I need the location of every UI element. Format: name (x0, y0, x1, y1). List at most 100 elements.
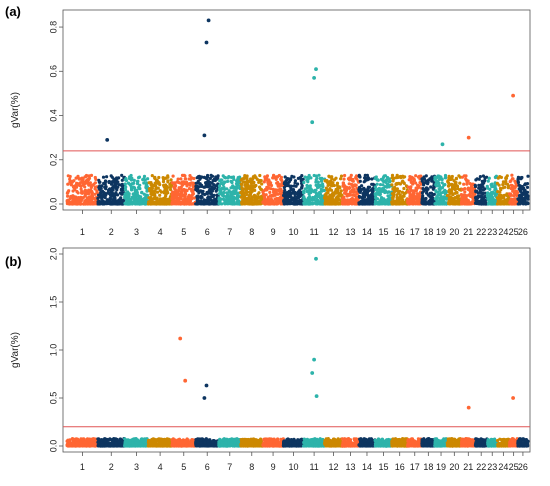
data-point (378, 192, 382, 196)
data-point (263, 178, 267, 182)
data-point (266, 181, 270, 185)
data-point (140, 191, 144, 195)
data-point (271, 187, 275, 191)
data-point (377, 201, 381, 206)
data-point (446, 194, 450, 198)
data-point (410, 201, 414, 205)
data-point (93, 185, 97, 189)
data-point (81, 177, 85, 181)
data-point (111, 200, 115, 204)
y-tick-label: 0.5 (48, 392, 58, 405)
data-point (439, 194, 443, 198)
data-point (358, 174, 362, 178)
data-point (335, 181, 340, 185)
data-point (483, 176, 487, 180)
data-point (195, 184, 199, 189)
data-point (110, 440, 114, 445)
data-point (68, 443, 72, 447)
data-point (114, 441, 118, 446)
data-point (166, 441, 170, 445)
data-point (119, 188, 123, 192)
chromosome-label: 2 (109, 462, 114, 472)
data-point (124, 185, 128, 189)
data-point (518, 201, 522, 205)
data-point (117, 183, 121, 187)
data-point (341, 200, 345, 204)
data-point (135, 179, 140, 183)
data-point (90, 194, 94, 198)
data-point (519, 177, 523, 181)
data-point (123, 437, 127, 441)
data-point (313, 188, 317, 192)
data-point (142, 437, 146, 441)
data-point (279, 177, 283, 181)
chromosome-label: 1 (80, 462, 85, 472)
data-point (350, 196, 354, 201)
data-point (279, 202, 283, 206)
data-point (357, 194, 361, 199)
data-point (285, 201, 289, 205)
data-point (174, 194, 178, 198)
data-point (158, 193, 162, 197)
data-point (182, 173, 186, 177)
data-point (111, 188, 115, 192)
data-point (362, 190, 366, 194)
data-point (523, 189, 527, 193)
data-point (387, 196, 391, 200)
data-point (90, 191, 94, 195)
data-point (107, 443, 111, 447)
data-point (207, 184, 211, 188)
data-point (123, 182, 127, 186)
data-point (447, 197, 452, 201)
data-point (132, 181, 136, 185)
y-axis-title: gVar(%) (10, 92, 21, 128)
data-point (166, 179, 170, 183)
data-point (96, 196, 100, 200)
data-point (329, 198, 333, 202)
data-point (351, 185, 355, 189)
data-point (166, 191, 170, 195)
data-point (85, 437, 89, 442)
data-point (185, 184, 189, 188)
data-point (209, 192, 213, 196)
data-point (470, 190, 474, 194)
data-point (88, 190, 92, 194)
data-point (117, 202, 121, 206)
data-point (343, 173, 347, 178)
data-point (234, 185, 238, 189)
data-point (137, 175, 142, 179)
data-point (188, 197, 192, 201)
data-point (400, 202, 404, 206)
data-point (102, 191, 106, 195)
notable-point (105, 138, 110, 142)
data-point (187, 193, 191, 197)
data-point (449, 176, 453, 180)
data-point (402, 186, 406, 191)
notable-point (466, 135, 471, 140)
data-point (512, 202, 517, 206)
data-point (411, 191, 415, 195)
data-point (309, 176, 313, 180)
data-point (139, 442, 144, 446)
data-point (320, 184, 324, 188)
data-point (383, 200, 387, 204)
data-point (87, 437, 92, 441)
notable-point (511, 93, 515, 98)
data-point (72, 443, 76, 448)
data-point (450, 201, 454, 205)
data-point (508, 200, 512, 204)
data-point (254, 176, 258, 180)
data-point (235, 196, 239, 200)
data-point (170, 202, 174, 206)
data-point (70, 202, 74, 206)
y-tick-label: 1.5 (48, 296, 58, 309)
data-point (463, 198, 467, 203)
data-point (407, 178, 411, 182)
data-point (458, 188, 462, 192)
data-point (465, 180, 469, 184)
data-point (344, 192, 348, 196)
data-point (500, 200, 504, 204)
data-point (471, 196, 475, 200)
data-point (303, 175, 307, 179)
data-point (82, 180, 86, 184)
